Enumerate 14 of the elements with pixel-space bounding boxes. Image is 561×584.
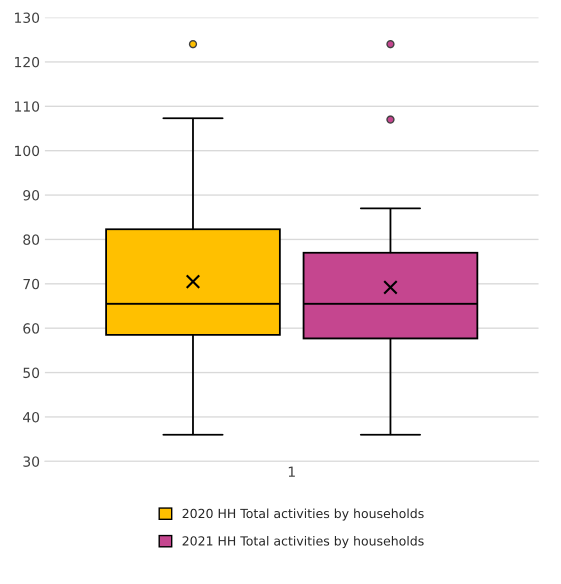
y-tick-label: 80: [23, 234, 40, 245]
y-tick-label: 50: [23, 368, 40, 378]
y-tick-label: 110: [15, 101, 40, 112]
legend-label: 2020 HH Total activities by households: [182, 508, 424, 521]
legend-label: 2021 HH Total activities by households: [182, 536, 424, 548]
y-tick-label: 40: [23, 412, 40, 422]
y-tick-label: 30: [23, 456, 40, 467]
y-tick-label: 90: [23, 190, 40, 201]
y-tick-label: 70: [23, 278, 40, 290]
y-tick-label: 100: [15, 146, 40, 156]
y-tick-label: 60: [23, 323, 40, 334]
x-tick-label: 1: [288, 466, 295, 477]
y-tick-label: 130: [15, 12, 40, 23]
y-tick-label: 120: [15, 56, 40, 68]
